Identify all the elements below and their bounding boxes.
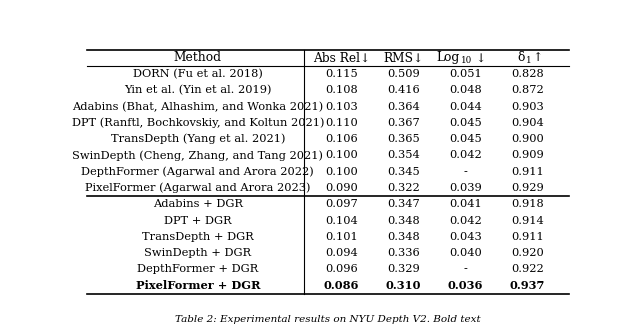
Text: 0.329: 0.329 [387, 264, 420, 274]
Text: 0.348: 0.348 [387, 232, 420, 242]
Text: SwinDepth (Cheng, Zhang, and Tang 2021): SwinDepth (Cheng, Zhang, and Tang 2021) [72, 150, 323, 161]
Text: 0.041: 0.041 [449, 199, 482, 209]
Text: DepthFormer (Agarwal and Arora 2022): DepthFormer (Agarwal and Arora 2022) [81, 166, 314, 177]
Text: Yin et al. (Yin et al. 2019): Yin et al. (Yin et al. 2019) [124, 85, 271, 96]
Text: 0.094: 0.094 [325, 248, 358, 258]
Text: 0.348: 0.348 [387, 215, 420, 225]
Text: 0.045: 0.045 [449, 134, 482, 144]
Text: 0.922: 0.922 [511, 264, 544, 274]
Text: PixelFormer + DGR: PixelFormer + DGR [136, 280, 260, 291]
Text: 0.509: 0.509 [387, 69, 420, 79]
Text: 0.345: 0.345 [387, 167, 420, 177]
Text: 0.828: 0.828 [511, 69, 544, 79]
Text: 0.040: 0.040 [449, 248, 482, 258]
Text: ↑: ↑ [532, 51, 543, 64]
Text: 0.106: 0.106 [325, 134, 358, 144]
Text: DPT (Ranftl, Bochkovskiy, and Koltun 2021): DPT (Ranftl, Bochkovskiy, and Koltun 202… [72, 118, 324, 128]
Text: 0.048: 0.048 [449, 85, 482, 95]
Text: 0.101: 0.101 [325, 232, 358, 242]
Text: 0.900: 0.900 [511, 134, 544, 144]
Text: 0.364: 0.364 [387, 102, 420, 112]
Text: TransDepth (Yang et al. 2021): TransDepth (Yang et al. 2021) [111, 134, 285, 145]
Text: 0.039: 0.039 [449, 183, 482, 193]
Text: 0.086: 0.086 [324, 280, 359, 291]
Text: 0.322: 0.322 [387, 183, 420, 193]
Text: 0.872: 0.872 [511, 85, 544, 95]
Text: -: - [464, 264, 468, 274]
Text: 0.042: 0.042 [449, 150, 482, 160]
Text: 1: 1 [526, 56, 532, 65]
Text: 0.097: 0.097 [325, 199, 358, 209]
Text: 0.108: 0.108 [325, 85, 358, 95]
Text: 0.044: 0.044 [449, 102, 482, 112]
Text: Adabins (Bhat, Alhashim, and Wonka 2021): Adabins (Bhat, Alhashim, and Wonka 2021) [72, 102, 323, 112]
Text: 0.920: 0.920 [511, 248, 544, 258]
Text: 0.115: 0.115 [325, 69, 358, 79]
Text: 0.909: 0.909 [511, 150, 544, 160]
Text: 0.904: 0.904 [511, 118, 544, 128]
Text: 0.347: 0.347 [387, 199, 420, 209]
Text: 0.365: 0.365 [387, 134, 420, 144]
Text: Method: Method [174, 51, 222, 64]
Text: 0.903: 0.903 [511, 102, 544, 112]
Text: 0.051: 0.051 [449, 69, 482, 79]
Text: 0.100: 0.100 [325, 150, 358, 160]
Text: TransDepth + DGR: TransDepth + DGR [142, 232, 253, 242]
Text: δ: δ [518, 51, 525, 64]
Text: 0.929: 0.929 [511, 183, 544, 193]
Text: 0.103: 0.103 [325, 102, 358, 112]
Text: 0.937: 0.937 [510, 280, 545, 291]
Text: 0.911: 0.911 [511, 167, 544, 177]
Text: 0.096: 0.096 [325, 264, 358, 274]
Text: Log: Log [436, 51, 460, 64]
Text: 0.354: 0.354 [387, 150, 420, 160]
Text: 0.045: 0.045 [449, 118, 482, 128]
Text: PixelFormer (Agarwal and Arora 2023): PixelFormer (Agarwal and Arora 2023) [85, 183, 310, 193]
Text: DepthFormer + DGR: DepthFormer + DGR [137, 264, 259, 274]
Text: -: - [464, 167, 468, 177]
Text: 0.310: 0.310 [386, 280, 421, 291]
Text: 0.914: 0.914 [511, 215, 544, 225]
Text: 0.918: 0.918 [511, 199, 544, 209]
Text: 0.104: 0.104 [325, 215, 358, 225]
Text: DPT + DGR: DPT + DGR [164, 215, 232, 225]
Text: SwinDepth + DGR: SwinDepth + DGR [144, 248, 252, 258]
Text: 0.090: 0.090 [325, 183, 358, 193]
Text: Abs Rel↓: Abs Rel↓ [313, 51, 371, 64]
Text: DORN (Fu et al. 2018): DORN (Fu et al. 2018) [133, 69, 263, 79]
Text: ↓: ↓ [476, 51, 486, 64]
Text: 10: 10 [461, 56, 472, 65]
Text: 0.036: 0.036 [448, 280, 483, 291]
Text: 0.100: 0.100 [325, 167, 358, 177]
Text: 0.110: 0.110 [325, 118, 358, 128]
Text: 0.416: 0.416 [387, 85, 420, 95]
Text: 0.042: 0.042 [449, 215, 482, 225]
Text: 0.367: 0.367 [387, 118, 420, 128]
Text: 0.336: 0.336 [387, 248, 420, 258]
Text: 0.911: 0.911 [511, 232, 544, 242]
Text: RMS↓: RMS↓ [383, 51, 424, 64]
Text: 0.043: 0.043 [449, 232, 482, 242]
Text: Table 2: Experimental results on NYU Depth V2. Bold text: Table 2: Experimental results on NYU Dep… [175, 314, 481, 324]
Text: Adabins + DGR: Adabins + DGR [153, 199, 243, 209]
